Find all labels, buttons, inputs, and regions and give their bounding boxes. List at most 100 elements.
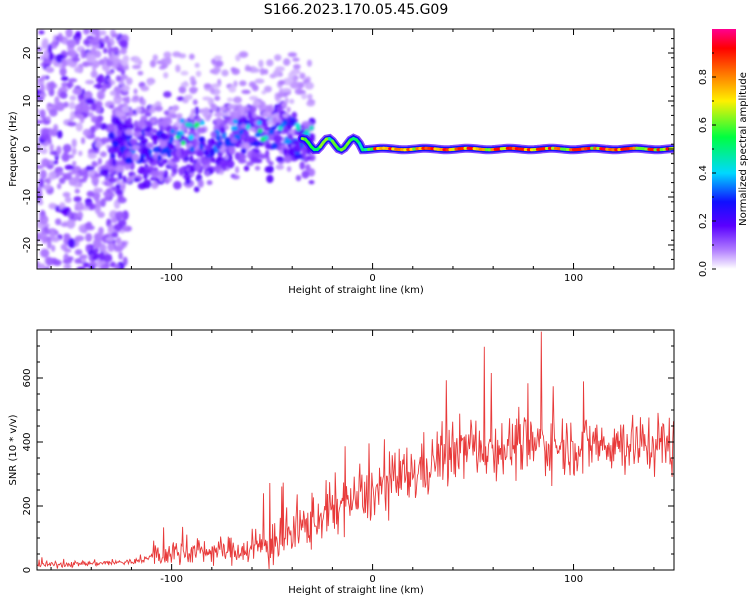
- spectrogram-cell: [107, 242, 115, 253]
- spectrogram-cell: [299, 161, 305, 170]
- spectrogram-cell: [37, 108, 40, 114]
- colorbar-tick-label: 0.4: [698, 165, 709, 181]
- spectrogram-cell: [218, 159, 228, 168]
- spectrogram-cell: [133, 127, 143, 133]
- snr-x-tick-label: 0: [369, 574, 375, 585]
- spectrogram-cell: [133, 131, 142, 138]
- spectrogram-cell: [260, 67, 265, 76]
- spectrogram-cell: [180, 140, 186, 146]
- spectrogram-cell: [82, 262, 90, 268]
- spectrogram-cell: [80, 137, 86, 145]
- spectrogram-cell: [189, 166, 195, 173]
- spectrogram-cell: [107, 78, 112, 83]
- spectrogram-cell: [307, 93, 313, 100]
- spectrogram-cell: [114, 263, 120, 269]
- spectrogram-cell: [37, 143, 41, 153]
- spectrogram-cell: [275, 164, 285, 170]
- spectrogram-cell: [69, 50, 78, 58]
- spectrogram-cell: [86, 190, 95, 198]
- spectrogram-cell: [81, 100, 87, 109]
- spectrogram-cell: [184, 121, 190, 127]
- spectrogram-cell: [41, 158, 50, 168]
- spectrogram-cell: [82, 128, 92, 137]
- spectrogram-cell: [163, 91, 172, 98]
- spectrogram-cell: [111, 217, 118, 224]
- spectrogram-x-tick-label: 100: [564, 273, 583, 284]
- spectrogram-cell: [268, 129, 274, 135]
- spectrogram-cell: [180, 70, 189, 76]
- spectrogram-cell: [207, 98, 213, 105]
- spectrogram-cell: [92, 60, 100, 68]
- spectrogram-cell: [230, 67, 237, 72]
- spectrogram-cell: [41, 127, 50, 135]
- snr-y-axis-label: SNR (10 * v/v): [8, 414, 19, 485]
- spectrogram-cell: [93, 83, 104, 89]
- spectrogram-cell: [308, 180, 315, 185]
- spectrogram-cell: [120, 141, 125, 148]
- spectrogram-cell: [258, 141, 265, 147]
- spectrogram-cell: [38, 30, 45, 35]
- spectrogram-cell: [232, 174, 240, 180]
- spectrogram-cell: [51, 244, 56, 252]
- spectrogram-cell: [66, 219, 76, 229]
- spectrogram-cell: [233, 96, 243, 104]
- spectrogram-cell: [261, 90, 267, 95]
- spectrogram-energy: [37, 29, 317, 269]
- spectrogram-cell: [129, 138, 138, 145]
- spectrogram-cell: [179, 125, 186, 132]
- spectrogram-cell: [97, 74, 105, 84]
- snr-x-tick-label: 100: [564, 574, 583, 585]
- spectrogram-cell: [145, 142, 154, 149]
- spectrogram-cell: [61, 81, 69, 88]
- spectrogram-cell: [85, 244, 90, 253]
- spectrogram-cell: [303, 157, 309, 163]
- spectrogram-cell: [85, 166, 95, 171]
- spectrogram-cell: [120, 59, 129, 67]
- spectrogram-cell: [83, 29, 90, 35]
- spectrogram-cell: [118, 171, 123, 181]
- spectrogram-cell: [233, 80, 238, 88]
- spectrogram-cell: [226, 97, 234, 102]
- spectrogram-cell: [235, 54, 241, 62]
- spectrogram-cell: [74, 66, 83, 73]
- spectrogram-cell: [71, 138, 77, 148]
- spectrogram-cell: [234, 152, 241, 161]
- spectrogram-cell: [124, 157, 133, 165]
- spectrogram-cell: [152, 54, 159, 61]
- spectrogram-cell: [111, 116, 121, 125]
- spectrogram-cell: [115, 189, 124, 195]
- spectrogram-cell: [151, 170, 160, 179]
- spectrogram-cell: [214, 95, 221, 101]
- spectrogram-cell: [85, 233, 93, 242]
- spectrogram-cell: [180, 148, 185, 156]
- spectrogram-cell: [83, 92, 92, 98]
- spectrogram-cell: [257, 128, 263, 134]
- spectrogram-cell: [209, 87, 215, 95]
- spectrogram-cell: [221, 69, 229, 77]
- spectrogram-cell: [63, 263, 72, 269]
- spectrogram-cell: [234, 166, 240, 174]
- spectrogram-cell: [57, 32, 63, 42]
- spectrogram-cell: [61, 58, 67, 69]
- spectrogram-cell: [133, 177, 141, 182]
- spectrogram-cell: [149, 59, 157, 68]
- spectrogram-cell: [43, 226, 49, 232]
- spectrogram-cell: [63, 248, 72, 253]
- spectrogram-cell: [287, 52, 297, 58]
- spectrogram-cell: [67, 121, 77, 127]
- spectrogram-cell: [211, 157, 216, 163]
- spectrogram-cell: [84, 98, 95, 105]
- spectrogram-cell: [78, 150, 83, 157]
- spectrogram-cell: [95, 118, 102, 129]
- spectrogram-cell: [258, 59, 264, 68]
- spectrogram-cell: [42, 59, 53, 65]
- spectrogram-cell: [272, 117, 278, 125]
- spectrogram-cell: [239, 143, 245, 149]
- spectrogram-cell: [59, 91, 67, 99]
- spectrogram-x-axis-label: Height of straight line (km): [288, 285, 424, 296]
- spectrogram-cell: [152, 146, 161, 154]
- spectrogram-cell: [131, 153, 140, 162]
- spectrogram-cell: [294, 88, 304, 95]
- spectrogram-cell: [295, 142, 301, 152]
- spectrogram-cell: [108, 104, 115, 109]
